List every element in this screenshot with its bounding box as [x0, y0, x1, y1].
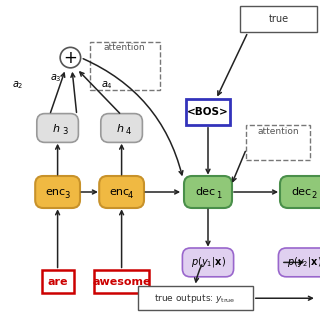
Text: <BOS>: <BOS> [187, 107, 229, 117]
Text: awesome: awesome [92, 276, 151, 287]
FancyBboxPatch shape [280, 176, 320, 208]
Bar [138, 286, 253, 310]
Text: $p(y_2|\mathbf{x})$: $p(y_2|\mathbf{x})$ [286, 255, 320, 269]
Text: attention: attention [258, 127, 299, 136]
Text: $a_4$: $a_4$ [101, 79, 113, 91]
Text: enc: enc [109, 187, 129, 197]
Bar [240, 6, 317, 32]
Text: 4: 4 [128, 191, 133, 200]
Text: true: true [268, 14, 288, 24]
Text: true outputs: $y_\mathrm{true}$: true outputs: $y_\mathrm{true}$ [154, 292, 236, 305]
FancyBboxPatch shape [182, 248, 234, 277]
Text: +: + [63, 49, 77, 67]
Text: 3: 3 [62, 127, 67, 136]
Text: $a_2$: $a_2$ [12, 79, 23, 91]
Text: dec: dec [292, 187, 311, 197]
Text: attention: attention [104, 44, 146, 52]
Text: enc: enc [45, 187, 65, 197]
Text: $h$: $h$ [52, 122, 60, 134]
Text: 4: 4 [126, 127, 131, 136]
Text: $h$: $h$ [116, 122, 124, 134]
Circle shape [60, 47, 81, 68]
Bar [186, 99, 230, 125]
Text: 3: 3 [64, 191, 69, 200]
Text: $p(y_1|\mathbf{x})$: $p(y_1|\mathbf{x})$ [190, 255, 226, 269]
Text: $a_3$: $a_3$ [50, 73, 62, 84]
Bar [42, 270, 74, 293]
FancyBboxPatch shape [35, 176, 80, 208]
FancyBboxPatch shape [278, 248, 320, 277]
Text: dec: dec [196, 187, 215, 197]
Bar [90, 42, 160, 90]
Text: are: are [47, 276, 68, 287]
FancyBboxPatch shape [184, 176, 232, 208]
Bar [94, 270, 149, 293]
FancyBboxPatch shape [99, 176, 144, 208]
FancyBboxPatch shape [101, 114, 142, 142]
Text: 1: 1 [216, 191, 221, 200]
FancyBboxPatch shape [37, 114, 78, 142]
Text: 2: 2 [312, 191, 317, 200]
Bar [246, 125, 310, 160]
